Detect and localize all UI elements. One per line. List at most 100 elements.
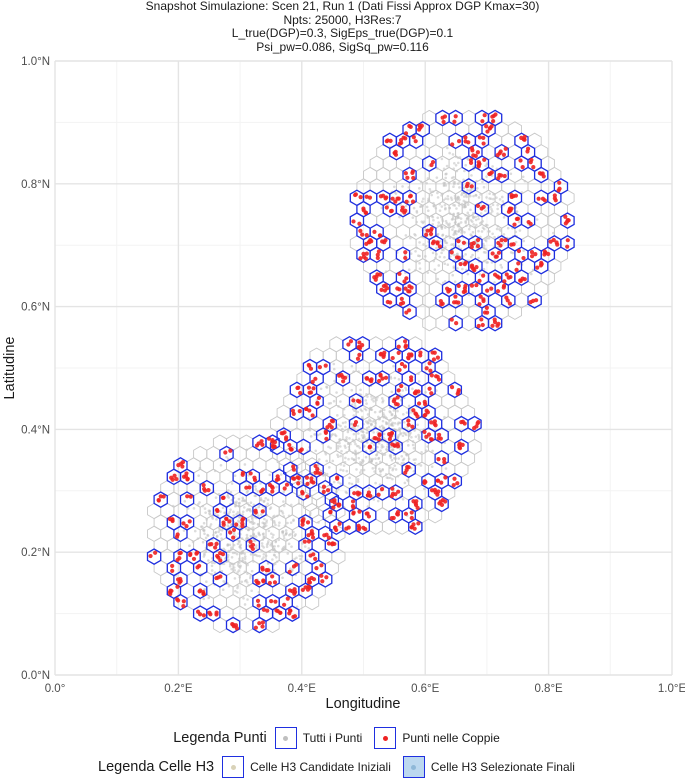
- pair-point: [313, 376, 318, 381]
- pair-point: [469, 264, 474, 270]
- pair-point: [330, 419, 336, 424]
- pair-point: [437, 244, 442, 249]
- gray-point: [389, 456, 393, 459]
- gray-point: [251, 526, 255, 529]
- pair-point: [304, 406, 309, 412]
- gray-point: [252, 521, 256, 525]
- gray-point: [230, 546, 233, 549]
- pair-point: [479, 317, 484, 322]
- pair-point: [432, 421, 437, 427]
- gray-point: [204, 550, 207, 554]
- pair-point: [521, 255, 526, 261]
- pair-point: [369, 379, 374, 384]
- pair-point: [409, 515, 414, 521]
- gray-point: [442, 248, 445, 252]
- pair-point: [507, 301, 513, 306]
- gray-point: [390, 422, 393, 426]
- gray-point: [371, 420, 375, 423]
- pair-point: [429, 391, 434, 396]
- gray-point: [479, 212, 483, 215]
- selected-h3-cell: [402, 303, 417, 321]
- pair-point: [270, 574, 275, 579]
- gray-point: [430, 465, 434, 468]
- selected-h3-cell: [487, 314, 503, 332]
- gray-point: [418, 261, 421, 265]
- gray-point: [405, 453, 409, 457]
- pair-point: [361, 206, 366, 211]
- gray-point: [448, 151, 451, 155]
- gray-point: [292, 519, 295, 523]
- pair-point: [181, 599, 186, 604]
- selected-h3-cell: [533, 166, 549, 184]
- gray-point: [261, 557, 264, 561]
- pair-point: [283, 436, 289, 442]
- gray-point: [495, 227, 499, 231]
- gray-point: [436, 277, 440, 281]
- pair-point: [274, 608, 279, 613]
- selected-h3-cell: [348, 415, 364, 433]
- pair-point: [253, 625, 259, 630]
- pair-point: [357, 399, 362, 404]
- gray-point: [221, 506, 225, 510]
- gray-point: [432, 218, 435, 222]
- pair-point: [367, 240, 372, 245]
- gray-point: [443, 203, 447, 207]
- gray-point: [361, 430, 365, 433]
- pair-point: [315, 467, 320, 472]
- pair-point: [248, 471, 253, 476]
- gray-point: [375, 461, 378, 465]
- gray-point: [509, 172, 513, 176]
- gray-point: [282, 504, 286, 508]
- gray-point: [262, 532, 265, 536]
- gray-point: [484, 164, 487, 168]
- gray-point: [414, 458, 417, 461]
- gray-point: [204, 536, 208, 540]
- pair-point: [477, 161, 482, 167]
- gray-point: [452, 242, 455, 246]
- gray-point: [243, 463, 247, 466]
- x-tick-label: 0.6°E: [411, 683, 440, 695]
- pair-point: [175, 584, 180, 589]
- gray-point: [478, 273, 482, 276]
- pair-point: [367, 195, 373, 200]
- pair-point: [300, 587, 305, 593]
- gray-point: [250, 589, 253, 593]
- gray-point: [245, 533, 249, 537]
- pair-point: [427, 386, 432, 391]
- gray-point: [348, 476, 351, 480]
- pair-point: [399, 140, 404, 146]
- gray-point: [484, 251, 487, 254]
- pair-point: [452, 476, 457, 481]
- pair-point: [264, 568, 269, 573]
- gray-point: [230, 567, 233, 571]
- pair-point: [495, 289, 501, 294]
- gray-point: [408, 191, 412, 194]
- gray-point: [202, 529, 206, 533]
- gray-point: [522, 239, 526, 243]
- pair-point: [565, 217, 570, 223]
- pair-point: [195, 565, 200, 570]
- gray-point: [390, 413, 394, 417]
- gray-point: [248, 508, 251, 512]
- pair-point: [304, 475, 310, 480]
- pair-point: [482, 157, 487, 162]
- pair-point: [202, 488, 208, 493]
- gray-point: [446, 263, 450, 267]
- selected-h3-cell: [296, 484, 311, 501]
- gray-point: [254, 494, 258, 498]
- pair-point: [377, 272, 383, 277]
- gray-point: [412, 206, 416, 210]
- pair-point: [399, 208, 405, 213]
- gray-point: [389, 411, 392, 414]
- pair-point: [284, 482, 290, 487]
- pair-point: [470, 148, 475, 153]
- gray-point: [466, 211, 470, 215]
- gray-point: [430, 193, 434, 197]
- gray-point: [467, 213, 471, 217]
- gray-point: [352, 432, 356, 436]
- gray-point: [334, 434, 338, 438]
- gray-point: [482, 242, 485, 246]
- gray-point: [207, 596, 211, 600]
- pair-point: [384, 205, 389, 210]
- pair-point: [514, 216, 519, 222]
